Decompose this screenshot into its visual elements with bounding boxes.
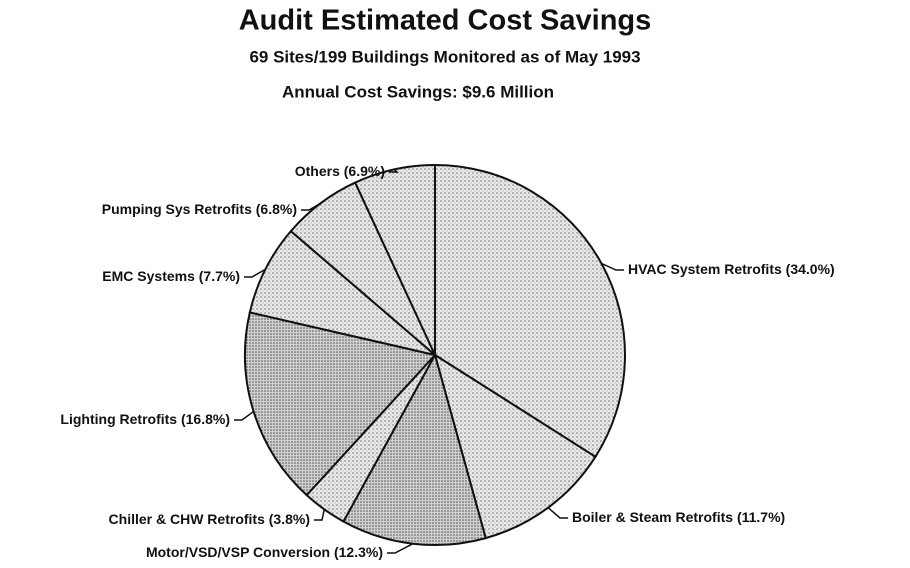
leader-line <box>314 509 326 521</box>
category-label: EMC Systems <box>102 268 195 284</box>
value-label: (12.3%) <box>334 544 383 560</box>
slice-label: HVAC System Retrofits (34.0%) <box>628 261 835 277</box>
value-label: (3.8%) <box>269 511 310 527</box>
value-label: (6.9%) <box>344 163 385 179</box>
chart-subtitle: 69 Sites/199 Buildings Monitored as of M… <box>249 47 640 66</box>
value-label: (34.0%) <box>786 261 835 277</box>
category-label: Pumping Sys Retrofits <box>102 201 252 217</box>
slice-label: Pumping Sys Retrofits (6.8%) <box>102 201 297 217</box>
category-label: Others <box>295 163 340 179</box>
pie-slice <box>433 352 597 540</box>
annotation: Annual Cost Savings: $9.6 Million <box>282 82 554 101</box>
category-label: Lighting Retrofits <box>60 411 177 427</box>
pie-slice <box>248 229 436 356</box>
value-label: (7.7%) <box>199 268 240 284</box>
leader-line <box>244 268 266 278</box>
slice-label: Lighting Retrofits (16.8%) <box>60 411 230 427</box>
value-label: (6.8%) <box>256 201 297 217</box>
slice-label: Motor/VSD/VSP Conversion (12.3%) <box>146 544 383 560</box>
leader-line <box>547 507 568 519</box>
category-label: HVAC System Retrofits <box>628 261 782 277</box>
slice-label: Chiller & CHW Retrofits (3.8%) <box>109 511 310 527</box>
chart-title: Audit Estimated Cost Savings <box>239 5 652 37</box>
slice-label: Others (6.9%) <box>295 163 385 179</box>
value-label: (16.8%) <box>181 411 230 427</box>
category-label: Chiller & CHW Retrofits <box>109 511 266 527</box>
leader-line <box>234 410 255 421</box>
category-label: Boiler & Steam Retrofits <box>572 509 733 525</box>
leader-line <box>601 262 624 271</box>
slice-label: EMC Systems (7.7%) <box>102 268 240 284</box>
value-label: (11.7%) <box>737 509 785 525</box>
leader-line <box>389 168 399 173</box>
slice-label: Boiler & Steam Retrofits (11.7%) <box>572 509 785 525</box>
leader-line <box>387 543 414 554</box>
leader-line <box>301 202 321 211</box>
pie-slice <box>434 163 626 459</box>
category-label: Motor/VSD/VSP Conversion <box>146 544 330 560</box>
pie-slice <box>342 352 487 546</box>
